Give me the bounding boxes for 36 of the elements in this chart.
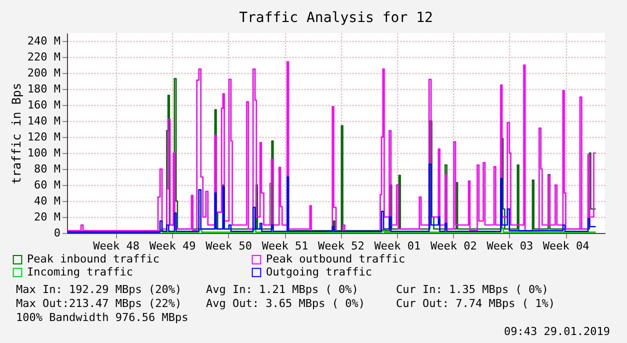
chart-title: Traffic Analysis for 12 [239, 10, 433, 26]
y-tick-label: 240 M [27, 34, 61, 48]
text: Avg Out: 3.65 MBps ( 0%) [206, 297, 365, 310]
y-tick-label: 80 M [34, 162, 61, 176]
x-tick-label: Week 50 [206, 240, 252, 252]
x-tick-label: Week 01 [374, 240, 421, 252]
text: 09:43 29.01.2019 [504, 325, 610, 338]
text: Cur In: 1.35 MBps ( 0%) [396, 283, 548, 296]
text: Max Out:213.47 MBps (22%) [16, 297, 182, 310]
y-axis-title: traffic in Bps [9, 82, 24, 184]
x-tick-label: Week 03 [486, 240, 534, 252]
y-tick-label: 100 M [27, 146, 61, 160]
x-tick-label: Week 04 [542, 240, 590, 252]
x-tick-label: Week 49 [149, 240, 196, 252]
y-tick-label: 60 M [34, 178, 61, 192]
y-tick-label: 0 [54, 226, 60, 240]
legend-label: Incoming traffic [27, 266, 133, 278]
text: Cur Out: 7.74 MBps ( 1%) [396, 297, 555, 310]
y-tick-label: 160 M [27, 98, 61, 112]
x-tick-label: Week 51 [262, 240, 308, 252]
y-tick-label: 200 M [27, 66, 61, 80]
y-tick-label: 20 M [34, 210, 61, 224]
y-tick-label: 220 M [27, 50, 61, 64]
y-tick-label: 40 M [34, 194, 61, 208]
y-tick-label: 140 M [27, 114, 61, 128]
x-tick-label: Week 02 [430, 240, 477, 252]
x-tick-label: Week 52 [318, 240, 364, 252]
text: 100% Bandwidth 976.56 MBps [16, 311, 188, 324]
y-tick-label: 180 M [27, 82, 61, 96]
legend-label: Outgoing traffic [266, 266, 372, 278]
text: Avg In: 1.21 MBps ( 0%) [206, 283, 358, 296]
legend-label: Peak inbound traffic [27, 252, 160, 266]
y-tick-label: 120 M [27, 130, 61, 144]
legend-label: Peak outbound traffic [266, 252, 406, 266]
x-tick-label: Week 48 [93, 240, 140, 252]
text: Max In: 192.29 MBps (20%) [16, 283, 182, 296]
